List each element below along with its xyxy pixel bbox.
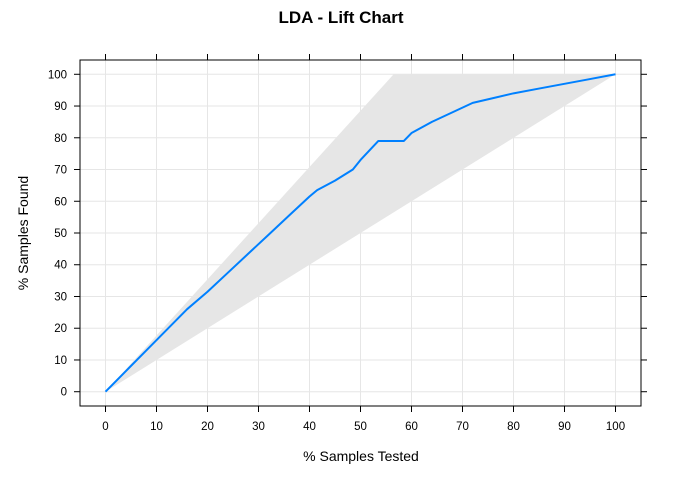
x-tick-label: 80 xyxy=(507,421,520,433)
x-tick-label: 70 xyxy=(456,421,469,433)
y-tick-label: 40 xyxy=(54,260,67,272)
x-tick-label: 30 xyxy=(252,421,265,433)
y-tick-label: 20 xyxy=(54,323,67,335)
axis-ticks xyxy=(74,54,647,412)
x-tick-label: 20 xyxy=(201,421,214,433)
x-tick-label: 10 xyxy=(150,421,163,433)
y-tick-label: 90 xyxy=(54,101,67,113)
y-tick-label: 50 xyxy=(54,228,67,240)
x-tick-label: 90 xyxy=(558,421,571,433)
x-tick-label: 60 xyxy=(405,421,418,433)
x-tick-label: 0 xyxy=(102,421,108,433)
y-tick-label: 60 xyxy=(54,196,67,208)
lift-curve xyxy=(104,73,616,393)
y-tick-label: 70 xyxy=(54,165,67,177)
x-tick-label: 40 xyxy=(303,421,316,433)
y-tick-label: 0 xyxy=(61,387,67,399)
baseline-band-area xyxy=(105,74,616,392)
y-axis-label: % Samples Found xyxy=(15,176,31,290)
chart-title: LDA - Lift Chart xyxy=(279,8,404,27)
y-tick-label: 100 xyxy=(48,69,67,81)
y-tick-label: 30 xyxy=(54,291,67,303)
tick-labels: 0 10 20 30 40 50 60 70 80 90 100 0 10 20 30 40 50 60 70 80 9… xyxy=(48,69,625,433)
x-tick-label: 100 xyxy=(606,421,625,433)
series-line-0 xyxy=(104,73,616,393)
y-tick-label: 80 xyxy=(54,133,67,145)
x-tick-label: 50 xyxy=(354,421,367,433)
baseline-band xyxy=(105,74,616,392)
y-tick-label: 10 xyxy=(54,355,67,367)
x-axis-label: % Samples Tested xyxy=(303,448,419,464)
